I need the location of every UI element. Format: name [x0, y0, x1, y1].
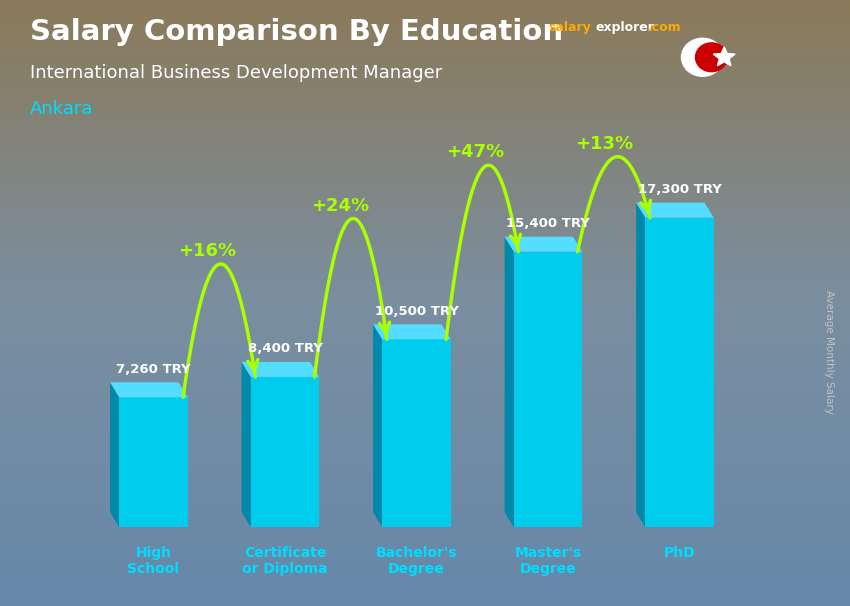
Bar — [382, 339, 450, 527]
Text: 7,260 TRY: 7,260 TRY — [116, 362, 190, 376]
Text: 17,300 TRY: 17,300 TRY — [638, 183, 722, 196]
Text: salary: salary — [548, 21, 591, 34]
Bar — [645, 218, 714, 527]
Text: Ankara: Ankara — [30, 100, 94, 118]
Bar — [119, 398, 188, 527]
Text: 8,400 TRY: 8,400 TRY — [247, 342, 322, 355]
Text: Average Monthly Salary: Average Monthly Salary — [824, 290, 834, 413]
Text: Salary Comparison By Education: Salary Comparison By Education — [30, 18, 563, 46]
Text: +24%: +24% — [311, 197, 370, 215]
Polygon shape — [110, 382, 119, 527]
Text: Certificate
or Diploma: Certificate or Diploma — [242, 546, 328, 576]
Bar — [513, 251, 582, 527]
Polygon shape — [636, 202, 714, 218]
Polygon shape — [241, 362, 251, 527]
Bar — [251, 377, 320, 527]
Polygon shape — [373, 324, 382, 527]
Text: International Business Development Manager: International Business Development Manag… — [30, 64, 442, 82]
Text: Bachelor's
Degree: Bachelor's Degree — [376, 546, 457, 576]
Text: 10,500 TRY: 10,500 TRY — [375, 305, 458, 318]
Text: explorer: explorer — [595, 21, 654, 34]
Polygon shape — [110, 382, 188, 398]
Text: Master's
Degree: Master's Degree — [514, 546, 581, 576]
Polygon shape — [636, 202, 645, 527]
Polygon shape — [505, 237, 582, 251]
Polygon shape — [373, 324, 450, 339]
Text: PhD: PhD — [664, 546, 695, 560]
Polygon shape — [713, 47, 735, 65]
Text: +47%: +47% — [446, 144, 505, 161]
Polygon shape — [505, 237, 513, 527]
Text: .com: .com — [648, 21, 682, 34]
Circle shape — [695, 43, 728, 72]
Circle shape — [682, 38, 723, 76]
Text: High
School: High School — [128, 546, 179, 576]
Text: +13%: +13% — [575, 135, 633, 153]
Polygon shape — [241, 362, 320, 377]
Text: 15,400 TRY: 15,400 TRY — [506, 217, 590, 230]
Text: +16%: +16% — [178, 242, 236, 260]
